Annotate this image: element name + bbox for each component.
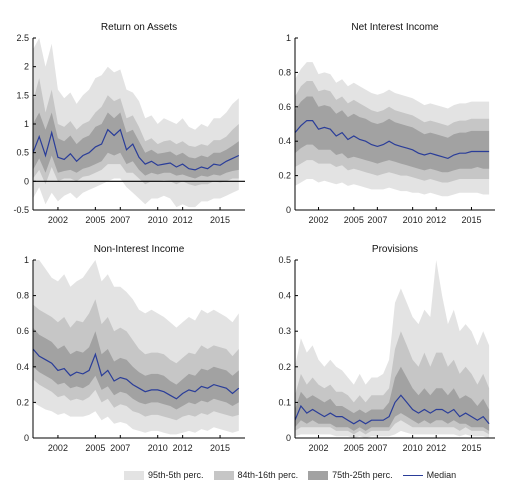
- y-tick-label: -0.5: [13, 205, 29, 215]
- x-tick-label: 2005: [85, 215, 105, 225]
- legend-swatch-95-5: [124, 470, 144, 480]
- x-tick-label: 2005: [344, 443, 364, 453]
- x-tick-label: 2012: [426, 215, 446, 225]
- chart-title: Return on Assets: [101, 22, 177, 33]
- x-tick-label: 2012: [173, 215, 193, 225]
- y-tick-label: 0.4: [16, 362, 29, 372]
- panel-2: 0 0.2 0.4 0.6 0.8 1 2002 2005 2007 2010 2012 2015 Ne…: [278, 22, 495, 225]
- chart-title: Provisions: [372, 244, 418, 255]
- x-tick-label: 2002: [309, 215, 329, 225]
- y-tick-label: 0.8: [278, 67, 291, 77]
- legend-label-median: Median: [426, 470, 457, 480]
- median-line: [32, 348, 240, 400]
- median-line: [294, 119, 490, 160]
- x-tick-label: 2015: [210, 215, 230, 225]
- y-tick-label: 0: [286, 433, 291, 443]
- legend-item-median: Median: [402, 470, 457, 480]
- chart-title: Non-Interest Income: [94, 244, 185, 255]
- chart-title: Net Interest Income: [351, 22, 439, 33]
- legend-label-75-25: 75th-25th perc.: [332, 470, 393, 480]
- y-tick-label: 0.1: [278, 397, 291, 407]
- legend-swatch-84-16: [213, 470, 234, 480]
- y-tick-label: 0.2: [16, 397, 29, 407]
- panel-1: -0.5 0 0.5 1 1.5 2 2.5 2002 2005 2007 2010 2012 2015…: [13, 22, 245, 225]
- y-tick-label: 0: [286, 205, 291, 215]
- y-tick-label: 0: [24, 433, 29, 443]
- panel-4: 0 0.1 0.2 0.3 0.4 0.5 2002 2005 2007 2010 2012 2015…: [278, 244, 495, 453]
- x-tick-label: 2010: [403, 443, 423, 453]
- median-line: [32, 128, 240, 171]
- x-tick-label: 2015: [461, 215, 481, 225]
- x-tick-label: 2007: [110, 215, 130, 225]
- y-tick-label: 0.5: [16, 148, 29, 158]
- y-tick-label: 0.6: [16, 326, 29, 336]
- x-tick-label: 2010: [148, 215, 168, 225]
- x-tick-label: 2007: [367, 443, 387, 453]
- y-tick-label: 0.3: [278, 326, 291, 336]
- y-tick-label: 2.5: [16, 33, 29, 43]
- x-tick-label: 2010: [148, 443, 168, 453]
- x-tick-label: 2012: [173, 443, 193, 453]
- y-tick-label: 1: [24, 119, 29, 129]
- legend-swatch-median: [402, 474, 423, 476]
- x-tick-label: 2007: [367, 215, 387, 225]
- y-tick-label: 1: [24, 255, 29, 265]
- x-tick-label: 2012: [426, 443, 446, 453]
- legend: 95th-5th perc. 84th-16th perc. 75th-25th…: [124, 466, 466, 484]
- legend-item-75-25: 75th-25th perc.: [308, 470, 393, 480]
- y-tick-label: 0: [24, 176, 29, 186]
- legend-swatch-75-25: [308, 470, 329, 480]
- x-tick-label: 2005: [85, 443, 105, 453]
- x-tick-label: 2002: [309, 443, 329, 453]
- x-tick-label: 2002: [48, 443, 68, 453]
- y-tick-label: 0.2: [278, 362, 291, 372]
- median-line: [294, 394, 490, 425]
- y-tick-label: 1: [286, 33, 291, 43]
- band-75-25: [295, 366, 490, 431]
- x-tick-label: 2015: [461, 443, 481, 453]
- y-tick-label: 0.6: [278, 102, 291, 112]
- x-tick-label: 2005: [344, 215, 364, 225]
- legend-item-84-16: 84th-16th perc.: [213, 470, 299, 480]
- legend-item-95-5: 95th-5th perc.: [124, 470, 204, 480]
- band-75-25: [33, 112, 239, 179]
- band-75-25: [295, 96, 490, 173]
- y-tick-label: 0.4: [278, 136, 291, 146]
- y-tick-label: 0.5: [278, 255, 291, 265]
- x-tick-label: 2002: [48, 215, 68, 225]
- x-tick-label: 2015: [210, 443, 230, 453]
- y-tick-label: 0.2: [278, 171, 291, 181]
- band-75-25: [33, 327, 239, 410]
- x-tick-label: 2010: [403, 215, 423, 225]
- y-tick-label: 0.4: [278, 291, 291, 301]
- y-tick-label: 1.5: [16, 90, 29, 100]
- legend-label-95-5: 95th-5th perc.: [148, 470, 204, 480]
- x-tick-label: 2007: [110, 443, 130, 453]
- legend-label-84-16: 84th-16th perc.: [237, 470, 299, 480]
- y-tick-label: 2: [24, 62, 29, 72]
- panel-3: 0 0.2 0.4 0.6 0.8 1 2002 2005 2007 2010 2012 2015 No…: [16, 244, 245, 453]
- y-tick-label: 0.8: [16, 291, 29, 301]
